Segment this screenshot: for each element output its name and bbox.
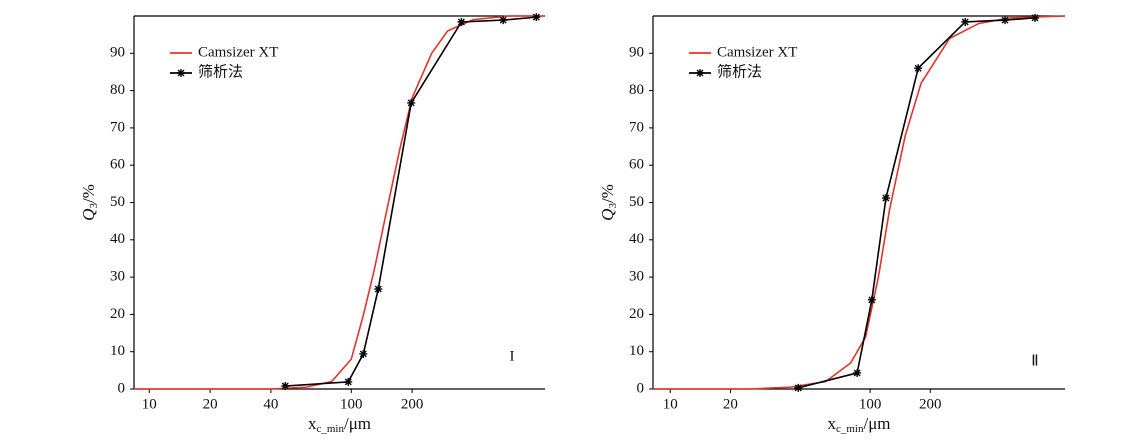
point-marker [499,16,508,25]
x-axis-label: xc_min/μm [308,414,371,435]
series-line [134,15,545,390]
x-label-main: x [308,414,317,433]
point-marker [1030,13,1039,22]
y-tick-label: 50 [110,194,125,210]
point-marker [914,64,923,73]
x-label-sub: c_min [836,423,864,435]
y-tick-label: 60 [629,157,644,173]
y-label-sub: 3 [607,203,619,209]
y-tick-label: 0 [637,380,645,396]
point-marker [457,17,466,26]
x-tick-label: 40 [263,396,278,412]
x-tick-label: 20 [203,396,218,412]
y-tick-label: 70 [629,119,644,135]
x-label-unit: /μm [344,414,371,433]
y-axis-label: Q3/% [79,184,100,221]
point-marker [532,13,541,22]
point-marker [359,349,368,358]
y-tick-label: 20 [629,306,644,322]
y-tick-label: 0 [118,380,126,396]
legend-label: Camsizer XT [198,44,278,60]
y-tick-label: 60 [110,157,125,173]
y-tick-label: 30 [110,269,125,285]
x-tick-label: 10 [663,396,678,412]
point-marker [881,194,890,203]
legend-label: 筛析法 [198,63,243,80]
axis-frame [133,15,545,390]
y-axis-label: Q3/% [598,184,619,221]
y-label-main: Q [79,209,98,221]
point-marker [853,368,862,377]
y-tick-label: 50 [629,194,644,210]
y-tick-label: 40 [629,231,644,247]
panel-label: Ⅱ [1031,353,1038,369]
series-line [285,16,537,387]
point-marker [794,383,803,392]
x-tick-label: 100 [859,396,882,412]
point-marker [867,295,876,304]
point-marker [407,98,416,107]
y-tick-label: 10 [110,343,125,359]
y-tick-label: 80 [110,82,125,98]
point-marker [374,285,383,294]
y-label-sub: 3 [88,203,100,209]
y-tick-label: 80 [629,82,644,98]
series-line [653,15,1066,390]
y-label-main: Q [598,209,617,221]
x-tick-label: 200 [919,396,942,412]
point-marker [344,377,353,386]
x-tick-label: 200 [401,396,424,412]
legend-marker [177,69,185,77]
y-tick-label: 10 [629,343,644,359]
y-tick-label: 90 [110,45,125,61]
panel-label: I [510,348,515,364]
y-label-unit: /% [598,184,617,203]
point-marker [961,17,970,26]
x-tick-label: 20 [723,396,738,412]
y-tick-label: 90 [629,45,644,61]
x-label-main: x [827,414,836,433]
legend-label: Camsizer XT [717,44,797,60]
y-tick-label: 20 [110,306,125,322]
x-tick-label: 100 [340,396,363,412]
legend-label: 筛析法 [717,63,762,80]
series-line [798,17,1036,389]
y-tick-label: 70 [110,119,125,135]
axis-frame [652,15,1065,390]
point-marker [1001,16,1010,25]
x-tick-label: 10 [142,396,157,412]
x-label-unit: /μm [863,414,890,433]
x-label-sub: c_min [316,423,344,435]
x-axis-label: xc_min/μm [827,414,890,435]
y-tick-label: 30 [629,269,644,285]
y-tick-label: 40 [110,231,125,247]
legend-marker [696,69,704,77]
y-label-unit: /% [79,184,98,203]
point-marker [281,382,290,391]
